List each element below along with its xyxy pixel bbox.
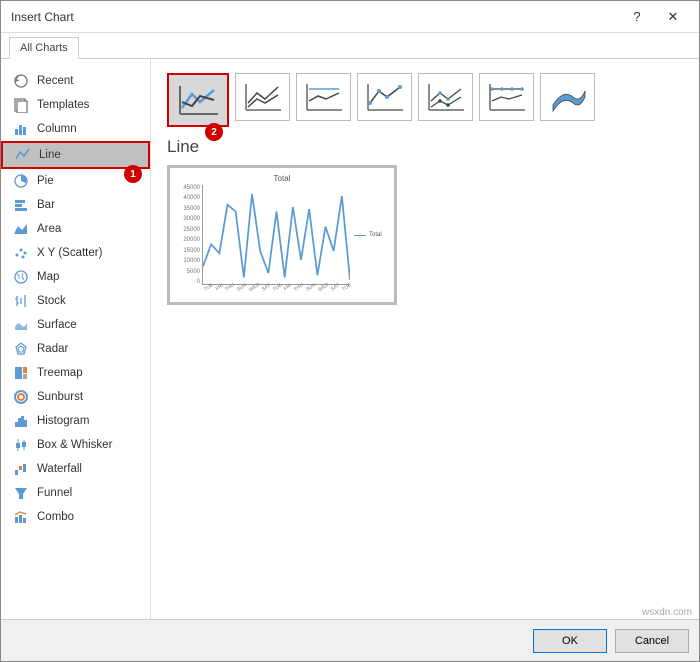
sidebar-item-map[interactable]: Map (1, 265, 150, 289)
sidebar-item-boxwhisker[interactable]: Box & Whisker (1, 433, 150, 457)
dialog-body: Recent Templates Column Line 1 Pie Ba (1, 59, 699, 619)
sidebar-item-templates[interactable]: Templates (1, 93, 150, 117)
chart-subtype-row: 2 (167, 73, 683, 127)
sidebar-item-histogram[interactable]: Histogram (1, 409, 150, 433)
subtype-100-stacked-line[interactable] (296, 73, 351, 121)
sidebar-item-stock[interactable]: Stock (1, 289, 150, 313)
bar-icon (13, 197, 29, 213)
radar-icon (13, 341, 29, 357)
subtype-stacked-line-markers[interactable] (418, 73, 473, 121)
histogram-icon (13, 413, 29, 429)
tab-strip: All Charts (1, 33, 699, 59)
subtype-3d-line[interactable] (540, 73, 595, 121)
sidebar-item-label: Bar (37, 199, 55, 211)
watermark: wsxdn.com (642, 607, 692, 618)
area-icon (13, 221, 29, 237)
scatter-icon (13, 245, 29, 261)
subtype-100-stacked-line-markers[interactable] (479, 73, 534, 121)
dialog-footer: OK Cancel (1, 619, 699, 661)
stock-icon (13, 293, 29, 309)
tab-all-charts[interactable]: All Charts (9, 37, 79, 59)
sidebar-item-label: Sunburst (37, 391, 83, 403)
subtype-stacked-line[interactable] (235, 73, 290, 121)
sunburst-icon (13, 389, 29, 405)
line-icon (15, 147, 31, 163)
sidebar-item-treemap[interactable]: Treemap (1, 361, 150, 385)
sidebar-item-label: Pie (37, 175, 54, 187)
ok-buttonие button[interactable]: OK (533, 629, 607, 653)
preview-x-axis: TUEFRITHUSUNWEDSATTUEFRITHUSUNWEDSATTUE (178, 285, 386, 291)
preview-legend: Total (350, 185, 386, 285)
box-whisker-icon (13, 437, 29, 453)
treemap-icon (13, 365, 29, 381)
sidebar-item-label: Combo (37, 511, 74, 523)
sidebar-item-sunburst[interactable]: Sunburst (1, 385, 150, 409)
close-button[interactable]: ✕ (655, 3, 691, 31)
chart-preview[interactable]: Total 4500040000350003000025000200001500… (167, 165, 397, 305)
sidebar-item-label: Line (39, 149, 61, 161)
combo-icon (13, 509, 29, 525)
sidebar-item-waterfall[interactable]: Waterfall (1, 457, 150, 481)
sidebar-item-bar[interactable]: Bar (1, 193, 150, 217)
surface-icon (13, 317, 29, 333)
sidebar-item-surface[interactable]: Surface (1, 313, 150, 337)
sidebar-item-label: Recent (37, 75, 73, 87)
sidebar-item-label: Histogram (37, 415, 89, 427)
sidebar-item-pie[interactable]: Pie (1, 169, 150, 193)
subtype-line[interactable] (167, 73, 229, 127)
titlebar: Insert Chart ? ✕ (1, 1, 699, 33)
sidebar-item-label: Surface (37, 319, 77, 331)
funnel-icon (13, 485, 29, 501)
sidebar-item-funnel[interactable]: Funnel (1, 481, 150, 505)
sidebar-item-label: Map (37, 271, 59, 283)
sidebar-item-radar[interactable]: Radar (1, 337, 150, 361)
column-icon (13, 121, 29, 137)
preview-title: Total (178, 174, 386, 183)
chart-category-sidebar: Recent Templates Column Line 1 Pie Ba (1, 59, 151, 619)
sidebar-item-label: Funnel (37, 487, 72, 499)
sidebar-item-label: Treemap (37, 367, 83, 379)
legend-swatch (354, 235, 366, 236)
subtype-line-markers[interactable] (357, 73, 412, 121)
sidebar-item-column[interactable]: Column (1, 117, 150, 141)
map-icon (13, 269, 29, 285)
templates-icon (13, 97, 29, 113)
chart-type-heading: Line (167, 137, 683, 157)
sidebar-item-recent[interactable]: Recent (1, 69, 150, 93)
insert-chart-dialog: Insert Chart ? ✕ All Charts Recent Templ… (0, 0, 700, 662)
sidebar-item-label: Box & Whisker (37, 439, 112, 451)
help-button[interactable]: ? (619, 3, 655, 31)
waterfall-icon (13, 461, 29, 477)
sidebar-item-label: Stock (37, 295, 66, 307)
preview-plot (202, 185, 350, 285)
sidebar-item-label: Waterfall (37, 463, 82, 475)
sidebar-item-label: Templates (37, 99, 89, 111)
sidebar-item-label: Radar (37, 343, 68, 355)
cancel-button[interactable]: Cancel (615, 629, 689, 653)
sidebar-item-line[interactable]: Line 1 (1, 141, 150, 169)
sidebar-item-label: X Y (Scatter) (37, 247, 102, 259)
legend-label: Total (369, 232, 382, 238)
recent-icon (13, 73, 29, 89)
sidebar-item-label: Area (37, 223, 61, 235)
dialog-title: Insert Chart (11, 10, 619, 24)
main-panel: 2 Line (151, 59, 699, 619)
sidebar-item-area[interactable]: Area (1, 217, 150, 241)
preview-body: 4500040000350003000025000200001500010000… (178, 185, 386, 285)
annotation-badge-2: 2 (205, 123, 223, 141)
sidebar-item-label: Column (37, 123, 77, 135)
pie-icon (13, 173, 29, 189)
sidebar-item-scatter[interactable]: X Y (Scatter) (1, 241, 150, 265)
preview-y-axis: 4500040000350003000025000200001500010000… (178, 185, 202, 285)
sidebar-item-combo[interactable]: Combo (1, 505, 150, 529)
